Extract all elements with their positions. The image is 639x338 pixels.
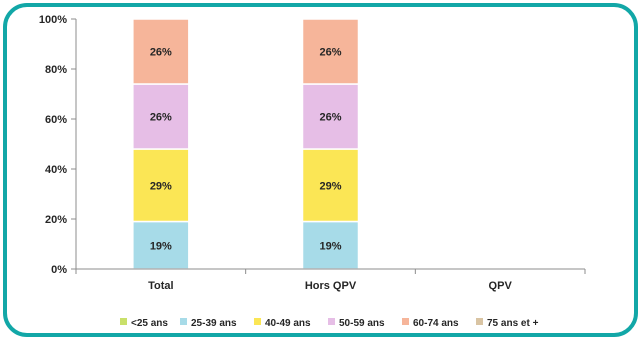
bar-segment — [132, 83, 190, 150]
legend-swatch — [180, 318, 187, 325]
data-label: 26% — [150, 112, 172, 124]
y-tick-label: 0% — [51, 264, 67, 276]
category-label: QPV — [489, 280, 513, 292]
data-label: 26% — [150, 47, 172, 59]
y-tick-label: 80% — [45, 64, 67, 76]
category-label: Hors QPV — [305, 280, 357, 292]
legend-swatch — [254, 318, 261, 325]
bar-segment — [301, 18, 360, 85]
bar-segment — [301, 83, 360, 150]
legend-label: 50-59 ans — [339, 318, 385, 329]
legend-swatch — [402, 318, 409, 325]
category-label: Total — [148, 280, 173, 292]
bar-segment — [301, 220, 360, 270]
legend-label: <25 ans — [131, 318, 168, 329]
legend-swatch — [120, 318, 127, 325]
data-label: 26% — [319, 47, 341, 59]
y-tick-label: 60% — [45, 114, 67, 126]
bar-segment — [132, 220, 190, 270]
bar-segment — [132, 18, 190, 85]
data-label: 19% — [319, 240, 341, 252]
legend-swatch — [476, 318, 483, 325]
data-label: 19% — [150, 240, 172, 252]
data-label: 29% — [150, 180, 172, 192]
legend-label: 75 ans et + — [487, 318, 539, 329]
y-tick-label: 20% — [45, 214, 67, 226]
bar-segment — [132, 148, 190, 223]
y-tick-label: 100% — [39, 14, 67, 26]
bar-segment — [301, 148, 360, 223]
data-label: 29% — [319, 180, 341, 192]
legend-label: 60-74 ans — [413, 318, 459, 329]
legend-label: 25-39 ans — [191, 318, 237, 329]
data-label: 26% — [319, 112, 341, 124]
y-tick-label: 40% — [45, 164, 67, 176]
legend-swatch — [328, 318, 335, 325]
legend-label: 40-49 ans — [265, 318, 311, 329]
